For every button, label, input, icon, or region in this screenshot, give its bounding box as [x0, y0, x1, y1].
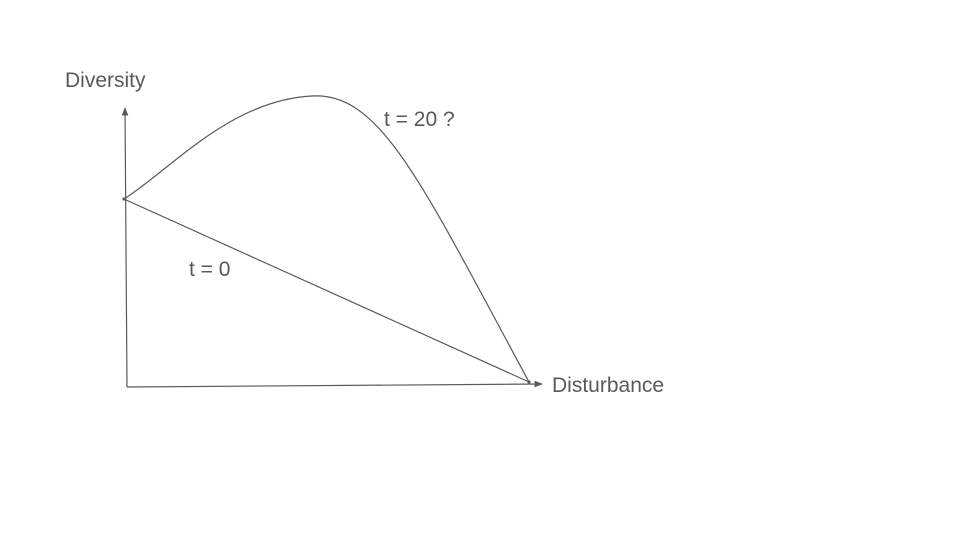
curve-t20-hump [123, 95, 530, 383]
curve-end-point [527, 380, 531, 384]
y-axis-label: Diversity [65, 69, 146, 92]
curve-start-point [122, 197, 126, 201]
curve-t0-line [123, 198, 530, 383]
x-axis-label: Disturbance [552, 374, 665, 397]
curve-t20-label: t = 20 ? [384, 108, 455, 131]
y-axis [121, 107, 129, 388]
curve-t0-label: t = 0 [189, 258, 231, 281]
x-axis [126, 380, 543, 388]
